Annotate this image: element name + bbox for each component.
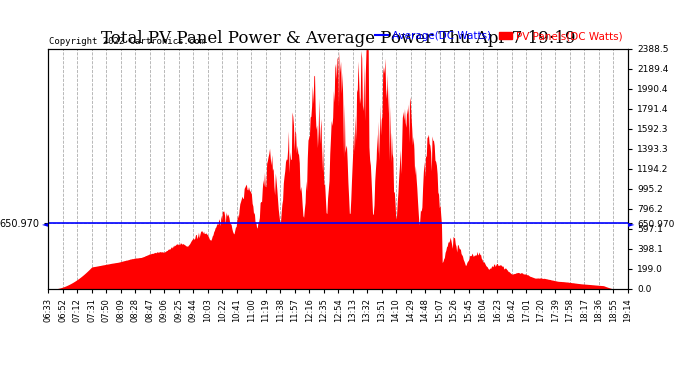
Text: ►: ► (628, 219, 634, 228)
Legend: Average(DC Watts), PV Panels(DC Watts): Average(DC Watts), PV Panels(DC Watts) (375, 31, 622, 41)
Text: Copyright 2022 Cartronics.com: Copyright 2022 Cartronics.com (49, 38, 205, 46)
Text: ◄: ◄ (42, 219, 48, 228)
Title: Total PV Panel Power & Average Power Thu Apr 7 19:19: Total PV Panel Power & Average Power Thu… (101, 30, 575, 47)
